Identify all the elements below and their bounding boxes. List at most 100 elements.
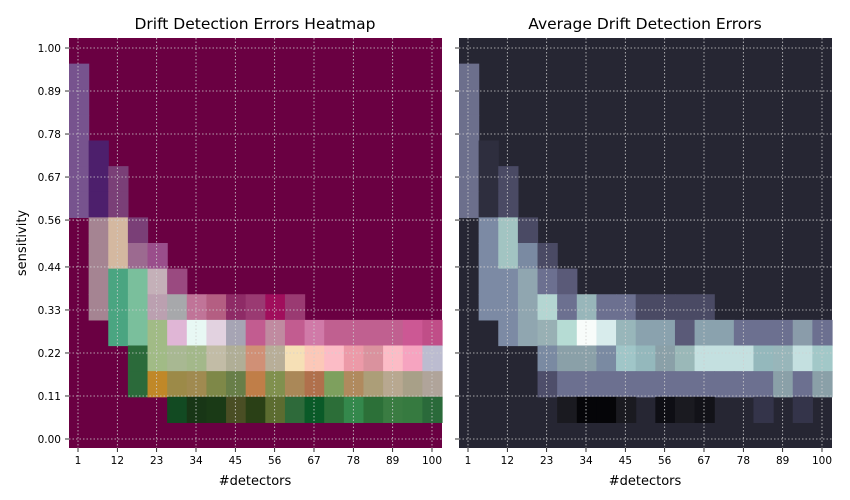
y-tick-label: 0.11: [38, 391, 61, 403]
heatmap-cell: [557, 396, 578, 423]
heatmap-cell: [478, 294, 499, 321]
heatmap-cell: [498, 191, 519, 218]
y-tick-label: 0.44: [38, 262, 62, 274]
y-tick-labels: 0.00 0.11 0.22 0.33 0.44 0.56 0.67 0.78 0.89 1.00: [38, 43, 69, 446]
heatmap-cell: [127, 371, 149, 398]
heatmap-cell: [265, 319, 286, 347]
heatmap-cell: [245, 396, 266, 423]
x-axis-label: #detectors: [609, 474, 682, 489]
heatmap-cell: [108, 243, 129, 270]
heatmap-cell: [69, 114, 90, 142]
heatmap-cell: [245, 345, 266, 372]
heatmap-cell: [88, 191, 109, 218]
heatmap-cell: [733, 345, 755, 372]
x-tick-label: 56: [268, 455, 282, 467]
heatmap-cell: [459, 166, 480, 193]
heatmap-cell: [88, 268, 109, 295]
heatmap-cell: [186, 371, 208, 398]
heatmap-cell: [674, 294, 696, 321]
heatmap-cell: [557, 268, 578, 295]
heatmap-cell: [694, 294, 715, 321]
heatmap-cell: [422, 345, 443, 372]
heatmap-cell: [655, 396, 676, 423]
heatmap-cell: [147, 345, 168, 372]
heatmap-cell: [459, 140, 480, 167]
heatmap-cell: [576, 371, 598, 398]
heatmap-cell: [459, 114, 480, 142]
heatmap-cell: [245, 319, 266, 347]
y-tick-label: 0.22: [38, 348, 61, 360]
heatmap-cell: [792, 319, 813, 347]
heatmap-cell: [655, 319, 676, 347]
heatmap-cell: [694, 345, 715, 372]
heatmap-cell: [537, 268, 558, 295]
heatmap-cell: [459, 89, 480, 116]
heatmap-cell: [206, 319, 227, 347]
heatmap-cell: [363, 371, 384, 398]
heatmap-cell: [422, 396, 443, 423]
heatmap-cell: [284, 294, 306, 321]
heatmap-cell: [792, 396, 813, 423]
heatmap-cell: [694, 319, 715, 347]
heatmap-cell: [127, 217, 149, 244]
x-tick-label: 1: [465, 455, 472, 467]
heatmap-cell: [245, 294, 266, 321]
x-axis-label: #detectors: [219, 474, 292, 489]
heatmap-cell: [517, 268, 539, 295]
heatmap-cell: [284, 345, 306, 372]
x-tick-label: 89: [776, 455, 789, 467]
heatmap-cell: [596, 319, 617, 347]
x-tick-label: 1: [75, 455, 82, 467]
heatmap-cell: [616, 345, 637, 372]
heatmap-cell: [69, 191, 90, 218]
heatmap-cells: [69, 38, 443, 448]
heatmap-cell: [108, 319, 129, 347]
heatmap-cell: [459, 191, 480, 218]
x-tick-label: 34: [189, 455, 203, 467]
heatmap-cell: [186, 396, 208, 423]
heatmap-cell: [537, 345, 558, 372]
x-tick-label: 12: [111, 455, 124, 467]
heatmap-cell: [753, 371, 774, 398]
heatmap-cell: [206, 345, 227, 372]
heatmap-cell: [88, 243, 109, 270]
heatmap-cell: [69, 166, 90, 193]
x-tick-label: 45: [229, 455, 242, 467]
heatmap-cell: [226, 345, 247, 372]
heatmap-cell: [596, 345, 617, 372]
x-tick-label: 23: [150, 455, 163, 467]
heatmap-cell: [557, 294, 578, 321]
heatmap-cell: [226, 371, 247, 398]
heatmap-cell: [383, 396, 404, 423]
heatmap-cell: [343, 345, 365, 372]
heatmap-cell: [88, 166, 109, 193]
heatmap-cell: [674, 396, 696, 423]
heatmap-cell: [478, 217, 499, 244]
heatmap-cell: [576, 345, 598, 372]
heatmap-cell: [88, 217, 109, 244]
heatmap-cell: [655, 371, 676, 398]
heatmap-cell: [596, 294, 617, 321]
heatmap-cell: [576, 294, 598, 321]
heatmap-cell: [147, 243, 168, 270]
heatmap-cell: [186, 319, 208, 347]
y-tick-label: 0.56: [38, 215, 62, 227]
panel-errors-heatmap: Drift Detection Errors Heatmap 1 12 23 34 45…: [15, 15, 443, 489]
heatmap-cell: [304, 371, 325, 398]
heatmap-cell: [714, 319, 735, 347]
heatmap-cell: [226, 396, 247, 423]
heatmap-cell: [655, 345, 676, 372]
x-tick-labels: 1 12 23 34 45 56 67 78 89 100: [455, 47, 832, 467]
heatmap-cell: [616, 294, 637, 321]
heatmap-cell: [576, 319, 598, 347]
gridlines: [69, 38, 442, 448]
heatmap-cell: [265, 345, 286, 372]
heatmap-cell: [363, 319, 384, 347]
heatmap-cell: [537, 294, 558, 321]
heatmap-cell: [88, 294, 109, 321]
heatmap-cell: [557, 319, 578, 347]
chart-title: Drift Detection Errors Heatmap: [134, 15, 375, 33]
y-tick-label: 1.00: [38, 43, 61, 55]
heatmap-cell: [186, 345, 208, 372]
heatmap-cell: [167, 319, 188, 347]
